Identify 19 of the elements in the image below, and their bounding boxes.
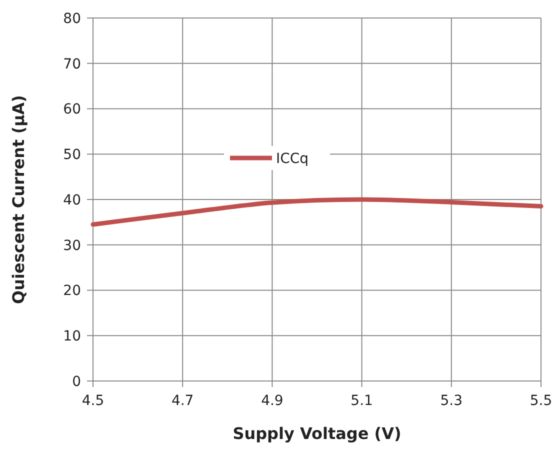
y-tick-label: 60 — [63, 102, 81, 118]
y-tick-label: 20 — [63, 283, 81, 300]
legend-label: ICCq — [276, 150, 309, 167]
y-axis-title: Quiescent Current (µA) — [9, 95, 28, 304]
y-tick-label: 70 — [63, 56, 81, 72]
y-tick-label: 80 — [63, 10, 81, 27]
y-tick-label: 0 — [72, 374, 81, 390]
line-series — [90, 197, 544, 227]
y-tick-label: 30 — [63, 238, 81, 254]
x-tick-label: 5.1 — [350, 393, 373, 409]
x-tick-label: 4.9 — [261, 393, 284, 409]
y-tick-label: 50 — [63, 147, 81, 164]
y-tick-label: 40 — [63, 192, 81, 208]
x-tick-label: 4.5 — [82, 393, 104, 409]
x-tick-label: 4.7 — [171, 393, 194, 409]
y-tick-label: 10 — [63, 328, 81, 345]
x-tick-label: 5.5 — [530, 393, 552, 409]
x-axis-title: Supply Voltage (V) — [232, 424, 402, 443]
x-tick-label: 5.3 — [440, 393, 463, 409]
